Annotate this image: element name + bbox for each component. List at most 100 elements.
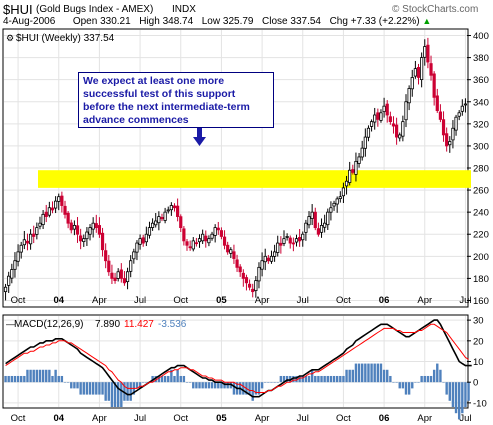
histogram-bar bbox=[451, 382, 455, 407]
price-legend-icon: ⚙ bbox=[6, 33, 14, 43]
candle-body bbox=[463, 103, 468, 106]
candle-body bbox=[222, 236, 227, 246]
histogram-bar bbox=[192, 382, 195, 389]
candle-body bbox=[157, 216, 161, 224]
histogram-bar bbox=[54, 369, 57, 383]
histogram-bar bbox=[185, 382, 189, 383]
price-x-tick-label: Oct bbox=[173, 295, 188, 306]
histogram-bar bbox=[392, 382, 395, 383]
price-y-axis: 160 180 200 220 240 260 280 300 320 340 360 380 400 bbox=[467, 31, 489, 307]
macd-x-tick-label: Oct bbox=[336, 413, 351, 424]
candle-body bbox=[204, 235, 208, 242]
candle-body bbox=[113, 277, 117, 282]
candle-body bbox=[207, 238, 211, 244]
candle-body bbox=[216, 227, 220, 231]
candle-body bbox=[351, 169, 355, 173]
candle-body bbox=[373, 114, 377, 123]
histogram-bar bbox=[339, 375, 342, 383]
candle-body bbox=[219, 230, 224, 237]
candle-body bbox=[13, 260, 17, 270]
histogram-bar bbox=[229, 382, 233, 389]
histogram-bar bbox=[201, 382, 204, 389]
histogram-bar bbox=[317, 375, 320, 383]
candle-body bbox=[185, 241, 189, 246]
candle-body bbox=[160, 217, 164, 220]
price-x-tick-label: Apr bbox=[417, 295, 432, 306]
histogram-bar bbox=[379, 363, 383, 383]
candle-body bbox=[260, 260, 264, 270]
candle-body bbox=[457, 112, 461, 117]
histogram-bar bbox=[232, 382, 236, 395]
candle-body bbox=[460, 105, 464, 112]
histogram-bar bbox=[457, 382, 461, 420]
histogram-bar bbox=[82, 382, 85, 395]
macd-x-tick-label: Apr bbox=[417, 413, 432, 424]
price-x-tick-label: Jul bbox=[297, 295, 309, 306]
histogram-bar bbox=[464, 382, 467, 407]
histogram-bar bbox=[292, 375, 295, 383]
histogram-bar bbox=[404, 382, 408, 395]
histogram-bar bbox=[98, 382, 101, 395]
histogram-bar bbox=[270, 382, 273, 383]
candle-body bbox=[445, 133, 449, 147]
watermark: © StockCharts.com bbox=[392, 4, 479, 15]
histogram-bar bbox=[461, 382, 464, 414]
candle-body bbox=[229, 249, 233, 254]
signal-line bbox=[5, 323, 469, 393]
candle-body bbox=[28, 233, 33, 245]
histogram-bar bbox=[51, 375, 54, 383]
histogram-bar bbox=[357, 363, 361, 383]
chart-symbol: $HUI bbox=[3, 2, 33, 17]
quote-date: 4-Aug-2006 bbox=[3, 16, 56, 27]
candle-body bbox=[94, 223, 98, 229]
histogram-bar bbox=[182, 375, 186, 383]
histogram-bar bbox=[151, 375, 154, 383]
price-x-tick-label: Jul bbox=[134, 295, 146, 306]
histogram-bar bbox=[386, 369, 389, 383]
candle-body bbox=[369, 121, 374, 127]
histogram-bar bbox=[60, 375, 64, 383]
macd-y-tick-label: -10 bbox=[473, 398, 487, 409]
histogram-bar bbox=[48, 369, 51, 383]
histogram-bar bbox=[448, 382, 451, 401]
histogram-bar bbox=[342, 375, 345, 383]
candle-body bbox=[154, 220, 158, 226]
histogram-bar bbox=[23, 375, 26, 383]
histogram-bar bbox=[414, 382, 417, 383]
price-x-tick-label: Oct bbox=[11, 295, 26, 306]
price-y-tick-label: 240 bbox=[473, 208, 489, 219]
candle-body bbox=[257, 266, 261, 282]
candle-body bbox=[376, 112, 380, 120]
histogram-bar bbox=[163, 375, 167, 383]
histogram-bar bbox=[276, 382, 279, 383]
histogram-bar bbox=[223, 382, 226, 389]
price-y-tick-label: 260 bbox=[473, 186, 489, 197]
histogram-bar bbox=[407, 382, 411, 395]
candle-body bbox=[35, 227, 39, 235]
candle-body bbox=[401, 121, 405, 137]
candle-body bbox=[129, 260, 133, 272]
candle-body bbox=[338, 196, 342, 199]
candle-body bbox=[16, 251, 20, 262]
histogram-bar bbox=[354, 363, 358, 383]
candle-body bbox=[448, 141, 452, 146]
candle-body bbox=[110, 272, 114, 279]
macd-x-tick-label: 06 bbox=[379, 413, 390, 424]
histogram-bar bbox=[126, 382, 129, 401]
histogram-bar bbox=[364, 363, 367, 383]
macd-x-tick-label: Jul bbox=[297, 413, 309, 424]
candle-body bbox=[435, 95, 439, 111]
histogram-bar bbox=[217, 382, 220, 389]
candle-body bbox=[279, 242, 283, 246]
macd-x-tick-label: Jul bbox=[134, 413, 146, 424]
histogram-bar bbox=[104, 382, 107, 401]
histogram-bar bbox=[467, 382, 470, 401]
candle-body bbox=[176, 205, 180, 217]
histogram-bar bbox=[41, 369, 45, 383]
histogram-bar bbox=[123, 382, 126, 401]
histogram-bar bbox=[314, 375, 317, 383]
histogram-bar bbox=[73, 382, 76, 389]
histogram-bar bbox=[167, 375, 170, 383]
histogram-bar bbox=[35, 369, 39, 383]
